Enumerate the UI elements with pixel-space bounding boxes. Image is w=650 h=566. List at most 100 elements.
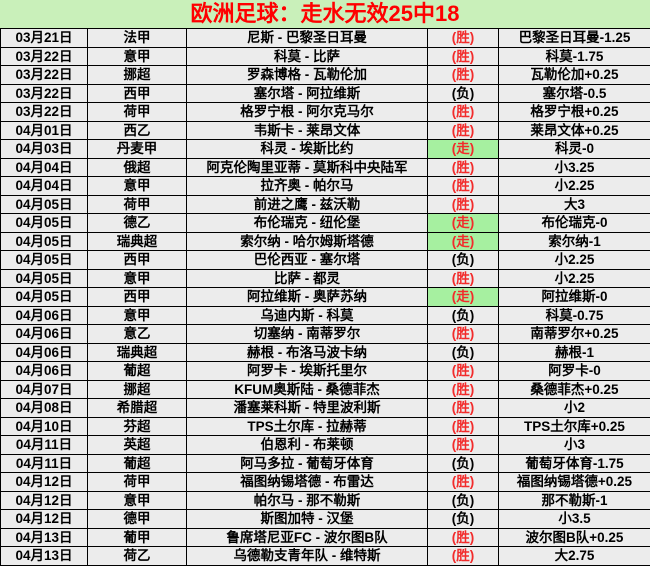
match-cell: 切塞纳 - 南蒂罗尔 <box>187 325 428 344</box>
table-row: 04月12日德甲斯图加特 - 汉堡(负)小3.5 <box>1 510 650 529</box>
result-cell: (胜) <box>428 380 499 399</box>
league-cell: 希腊超 <box>88 399 187 418</box>
table-row: 04月05日瑞典超索尔纳 - 哈尔姆斯塔德(走)索尔纳-1 <box>1 232 650 251</box>
pick-cell: 赫根-1 <box>499 343 650 362</box>
result-cell: (胜) <box>428 66 499 85</box>
league-cell: 西乙 <box>88 121 187 140</box>
date-cell: 04月13日 <box>1 547 88 566</box>
match-cell: 乌德勒支青年队 - 维特斯 <box>187 547 428 566</box>
league-cell: 挪超 <box>88 380 187 399</box>
date-cell: 04月12日 <box>1 473 88 492</box>
date-cell: 04月12日 <box>1 510 88 529</box>
date-cell: 04月11日 <box>1 454 88 473</box>
table-row: 04月04日意甲拉齐奥 - 帕尔马(胜)小2.25 <box>1 177 650 196</box>
match-cell: 帕尔马 - 那不勒斯 <box>187 491 428 510</box>
league-cell: 西甲 <box>88 84 187 103</box>
pick-cell: 莱昂文体+0.25 <box>499 121 650 140</box>
pick-cell: 大3 <box>499 195 650 214</box>
match-cell: 罗森博格 - 瓦勒伦加 <box>187 66 428 85</box>
table-row: 04月06日意乙切塞纳 - 南蒂罗尔(胜)南蒂罗尔+0.25 <box>1 325 650 344</box>
match-cell: 索尔纳 - 哈尔姆斯塔德 <box>187 232 428 251</box>
pick-cell: 小3.5 <box>499 510 650 529</box>
match-cell: 韦斯卡 - 莱昂文体 <box>187 121 428 140</box>
match-cell: 斯图加特 - 汉堡 <box>187 510 428 529</box>
pick-cell: 小2.25 <box>499 269 650 288</box>
league-cell: 意甲 <box>88 177 187 196</box>
result-cell: (胜) <box>428 177 499 196</box>
table-row: 04月05日西甲阿拉维斯 - 奥萨苏纳(走)阿拉维斯-0 <box>1 288 650 307</box>
table-row: 04月08日希腊超潘塞莱科斯 - 特里波利斯(胜)小2 <box>1 399 650 418</box>
pick-cell: 小2 <box>499 399 650 418</box>
pick-cell: 小3.25 <box>499 158 650 177</box>
pick-cell: 科莫-1.75 <box>499 47 650 66</box>
league-cell: 丹麦甲 <box>88 140 187 159</box>
table-row: 04月05日意甲比萨 - 都灵(胜)小2.25 <box>1 269 650 288</box>
date-cell: 04月05日 <box>1 195 88 214</box>
pick-cell: 小3 <box>499 436 650 455</box>
date-cell: 04月07日 <box>1 380 88 399</box>
league-cell: 西甲 <box>88 288 187 307</box>
result-cell: (胜) <box>428 528 499 547</box>
date-cell: 03月22日 <box>1 84 88 103</box>
result-cell: (负) <box>428 251 499 270</box>
pick-cell: 科灵-0 <box>499 140 650 159</box>
result-cell: (走) <box>428 232 499 251</box>
date-cell: 04月11日 <box>1 436 88 455</box>
pick-cell: 小2.25 <box>499 177 650 196</box>
match-cell: 前进之鹰 - 兹沃勒 <box>187 195 428 214</box>
match-cell: 鲁席塔尼亚FC - 波尔图B队 <box>187 528 428 547</box>
pick-cell: 那不勒斯-1 <box>499 491 650 510</box>
match-cell: 塞尔塔 - 阿拉维斯 <box>187 84 428 103</box>
league-cell: 葡超 <box>88 454 187 473</box>
table-row: 03月21日法甲尼斯 - 巴黎圣日耳曼(胜)巴黎圣日耳曼-1.25 <box>1 29 650 48</box>
result-cell: (胜) <box>428 29 499 48</box>
league-cell: 荷甲 <box>88 195 187 214</box>
result-cell: (胜) <box>428 269 499 288</box>
table-row: 04月06日葡超阿罗卡 - 埃斯托里尔(胜)阿罗卡-0 <box>1 362 650 381</box>
date-cell: 03月22日 <box>1 66 88 85</box>
date-cell: 04月05日 <box>1 288 88 307</box>
table-row: 04月11日英超伯恩利 - 布莱顿(胜)小3 <box>1 436 650 455</box>
league-cell: 荷甲 <box>88 103 187 122</box>
date-cell: 04月13日 <box>1 528 88 547</box>
league-cell: 意甲 <box>88 491 187 510</box>
table-row: 04月12日意甲帕尔马 - 那不勒斯(负)那不勒斯-1 <box>1 491 650 510</box>
date-cell: 03月22日 <box>1 47 88 66</box>
result-cell: (走) <box>428 214 499 233</box>
league-cell: 英超 <box>88 436 187 455</box>
result-cell: (负) <box>428 491 499 510</box>
match-cell: 格罗宁根 - 阿尔克马尔 <box>187 103 428 122</box>
date-cell: 03月22日 <box>1 103 88 122</box>
match-cell: 赫根 - 布洛马波卡纳 <box>187 343 428 362</box>
match-cell: 福图纳锡塔德 - 布雷达 <box>187 473 428 492</box>
match-cell: 乌迪内斯 - 科莫 <box>187 306 428 325</box>
date-cell: 04月05日 <box>1 214 88 233</box>
result-cell: (胜) <box>428 362 499 381</box>
pick-cell: 布伦瑞克-0 <box>499 214 650 233</box>
match-cell: KFUM奥斯陆 - 桑德菲杰 <box>187 380 428 399</box>
match-cell: 阿拉维斯 - 奥萨苏纳 <box>187 288 428 307</box>
league-cell: 意甲 <box>88 47 187 66</box>
pick-cell: 索尔纳-1 <box>499 232 650 251</box>
match-cell: 巴伦西亚 - 塞尔塔 <box>187 251 428 270</box>
match-cell: 阿罗卡 - 埃斯托里尔 <box>187 362 428 381</box>
date-cell: 04月05日 <box>1 269 88 288</box>
result-cell: (胜) <box>428 103 499 122</box>
date-cell: 04月05日 <box>1 232 88 251</box>
result-cell: (胜) <box>428 436 499 455</box>
match-cell: 布伦瑞克 - 纽伦堡 <box>187 214 428 233</box>
table-row: 04月05日荷甲前进之鹰 - 兹沃勒(胜)大3 <box>1 195 650 214</box>
match-cell: 潘塞莱科斯 - 特里波利斯 <box>187 399 428 418</box>
league-cell: 德乙 <box>88 214 187 233</box>
pick-cell: 小2.25 <box>499 251 650 270</box>
pick-cell: 南蒂罗尔+0.25 <box>499 325 650 344</box>
table-row: 04月06日意甲乌迪内斯 - 科莫(负)科莫-0.75 <box>1 306 650 325</box>
league-cell: 意甲 <box>88 269 187 288</box>
pick-cell: 福图纳锡塔德+0.25 <box>499 473 650 492</box>
match-cell: 科灵 - 埃斯比约 <box>187 140 428 159</box>
league-cell: 芬超 <box>88 417 187 436</box>
match-cell: 尼斯 - 巴黎圣日耳曼 <box>187 29 428 48</box>
pick-cell: 葡萄牙体育-1.75 <box>499 454 650 473</box>
